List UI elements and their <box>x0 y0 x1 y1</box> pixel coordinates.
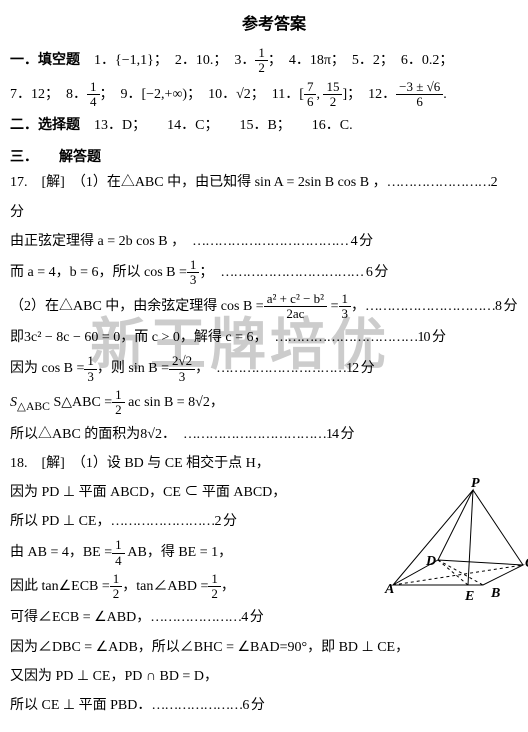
geometry-figure: P A B C D E <box>383 475 528 605</box>
page-title: 参考答案 <box>10 10 528 34</box>
q17-l3: 而 a = 4，b = 6，所以 cos B =13； …………………………… … <box>10 258 528 288</box>
q17-l7: S△ABC S△ABC =12 ac sin B = 8√2， <box>10 388 528 418</box>
fill-blank-row1: 一．填空题 1．{−1,1}； 2．10.； 3．12； 4．18π； 5．2；… <box>10 46 528 76</box>
q17-l2: 由正弦定理得 a = 2b cos B ， ……………………………… 4 分 <box>10 229 528 254</box>
svg-text:B: B <box>490 586 500 601</box>
q18-l8: 又因为 PD ⊥ CE，PD ∩ BD = D， <box>10 664 528 689</box>
q18-l7: 因为∠DBC = ∠ADB，所以∠BHC = ∠BAD=90°，即 BD ⊥ C… <box>10 635 528 660</box>
select-row: 二．选择题 13．D； 14．C； 15．B； 16．C. <box>10 113 528 138</box>
q18-l6: 可得∠ECB = ∠ABD，…………………4 分 <box>10 605 528 630</box>
svg-text:E: E <box>464 589 474 604</box>
q18-l9: 所以 CE ⊥ 平面 PBD．…………………6 分 <box>10 693 528 718</box>
fill-blank-row2: 7．12； 8．14； 9．[−2,+∞)； 10．√2； 11．[76, 15… <box>10 80 528 110</box>
svg-text:P: P <box>471 476 480 491</box>
sec3-title: 三． 解答题 <box>10 146 528 166</box>
q17-l1u: 分 <box>10 200 528 225</box>
q17-l6: 因为 cos B =13，则 sin B =2√23， …………………………12… <box>10 354 528 384</box>
svg-text:D: D <box>425 554 436 569</box>
q17-l8: 所以△ABC 的面积为8√2． ……………………………14 分 <box>10 422 528 447</box>
q17-l4: （2）在△ABC 中，由余弦定理得 cos B =a² + c² − b²2ac… <box>10 292 528 322</box>
q18-l1: 18. [解] （1）设 BD 与 CE 相交于点 H， <box>10 451 528 476</box>
svg-text:A: A <box>384 582 394 597</box>
q17-l1: 17. [解] （1）在△ABC 中，由已知得 sin A = 2sin B c… <box>10 170 528 195</box>
q17-l5: 即3c² − 8c − 60 = 0，而 c > 0，解得 c = 6， ………… <box>10 325 528 350</box>
